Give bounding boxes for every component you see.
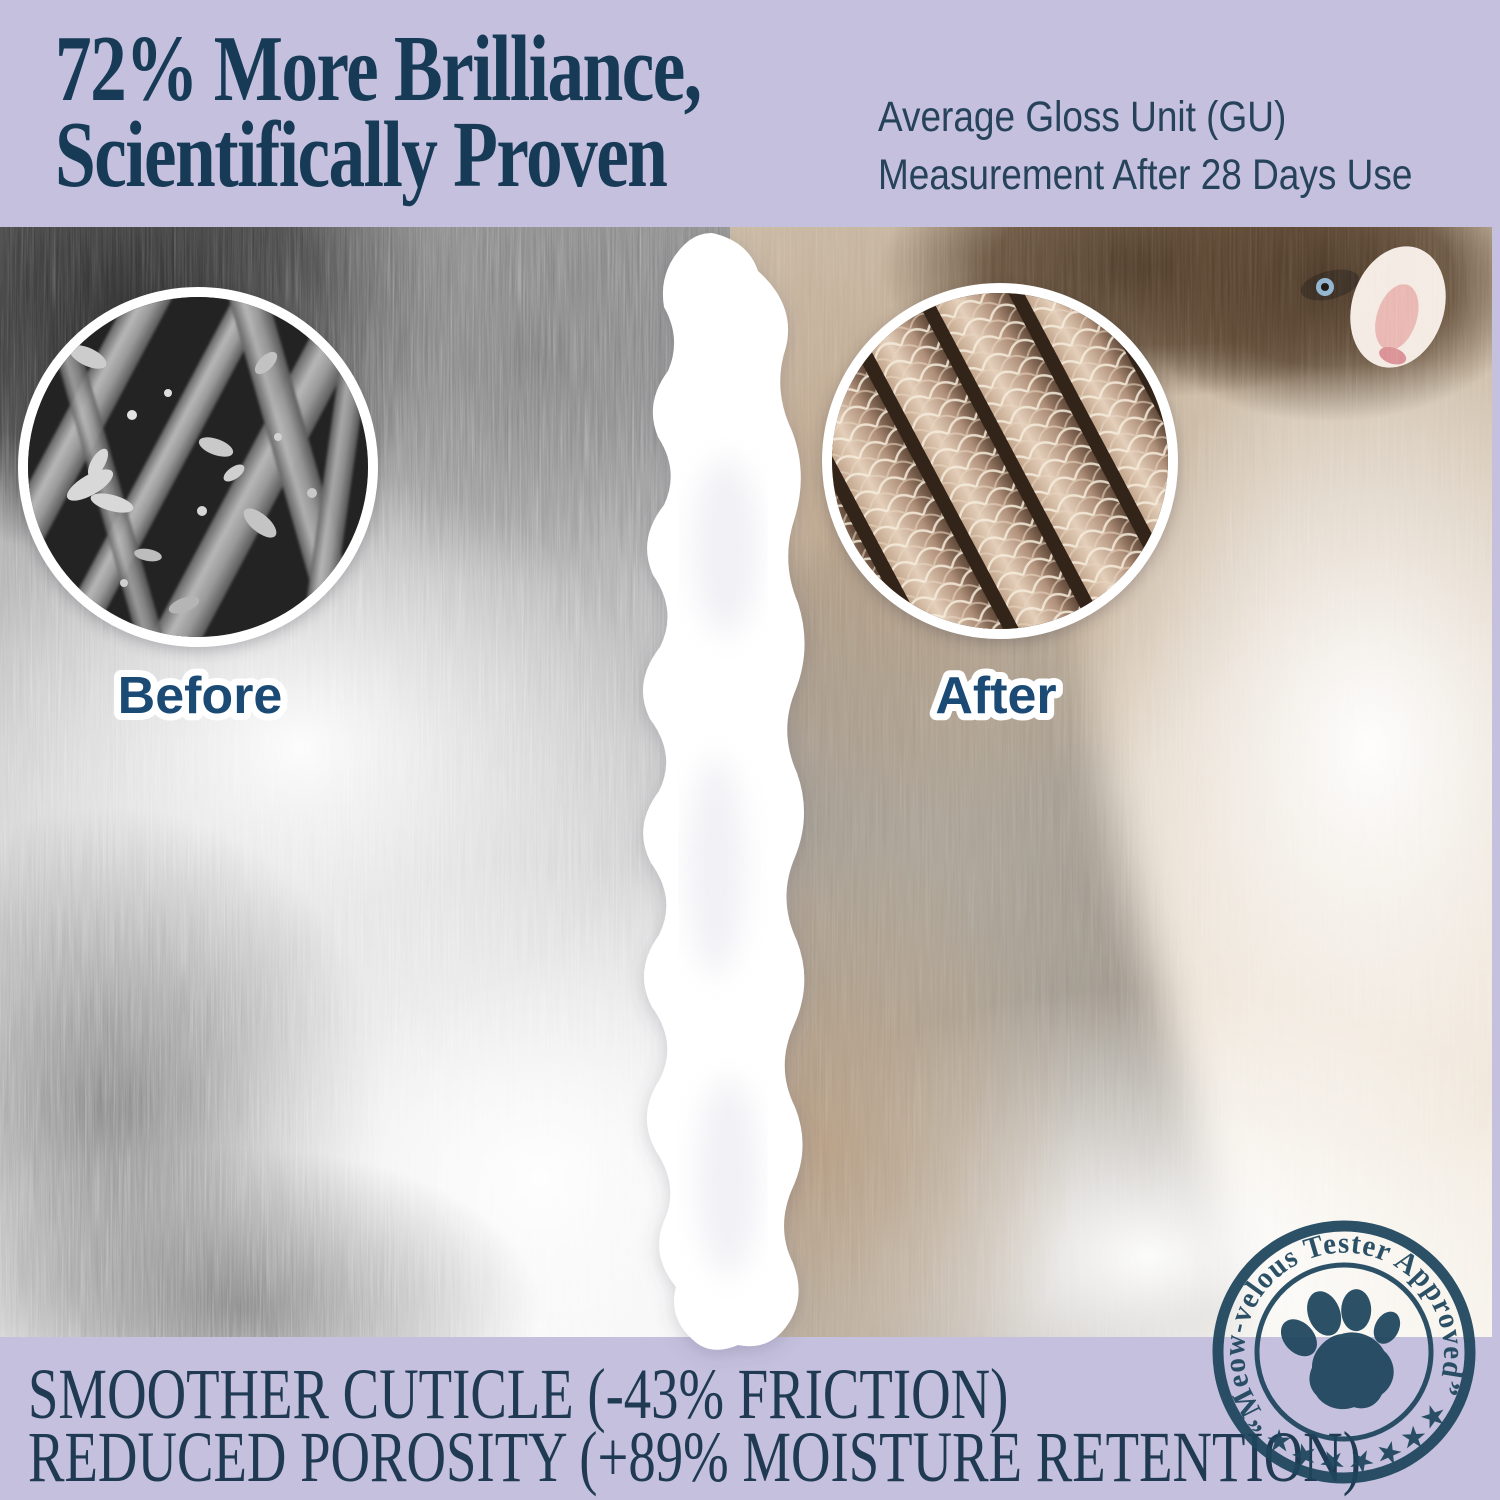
smooth-hair-shafts xyxy=(832,293,1168,629)
stamp-stars: ★ ★ ★ ★ ★ ★ ★ xyxy=(1260,1399,1453,1479)
after-label: After xyxy=(928,660,1063,732)
stamp-outer-ring xyxy=(1212,1220,1476,1484)
before-label: Before xyxy=(111,660,290,732)
title-line-2: Scientifically Proven xyxy=(55,103,668,207)
star-icon: ★ xyxy=(1347,1445,1376,1478)
subtitle-line-1: Average Gloss Unit (GU) xyxy=(878,93,1287,141)
stamp-inner-ring xyxy=(1254,1262,1434,1442)
fur-divider xyxy=(642,233,805,1350)
paw-icon xyxy=(1280,1289,1401,1410)
title-line-1: 72% More Brilliance, xyxy=(55,17,702,121)
stats-line-2: REDUCED POROSITY (+89% MOISTURE RETENTIO… xyxy=(28,1417,1361,1497)
approval-stamp: “Meow-velous Tester Approved” ★ ★ ★ ★ ★ … xyxy=(1200,1208,1480,1484)
stats-claims: SMOOTHER CUTICLE (-43% FRICTION) REDUCED… xyxy=(28,1354,1361,1497)
cuticle-debris xyxy=(66,345,317,614)
page-subtitle: Average Gloss Unit (GU) Measurement Afte… xyxy=(878,88,1412,204)
star-icon: ★ xyxy=(1319,1446,1346,1478)
after-micrograph-inset xyxy=(822,283,1178,639)
after-label-text: After xyxy=(935,667,1056,725)
before-micrograph-inset xyxy=(18,287,378,647)
stats-line-1: SMOOTHER CUTICLE (-43% FRICTION) xyxy=(28,1354,1009,1434)
before-label-text: Before xyxy=(118,667,283,725)
before-photo xyxy=(0,227,730,1337)
subtitle-line-2: Measurement After 28 Days Use xyxy=(878,151,1413,199)
page-title: 72% More Brilliance, Scientifically Prov… xyxy=(55,17,702,207)
